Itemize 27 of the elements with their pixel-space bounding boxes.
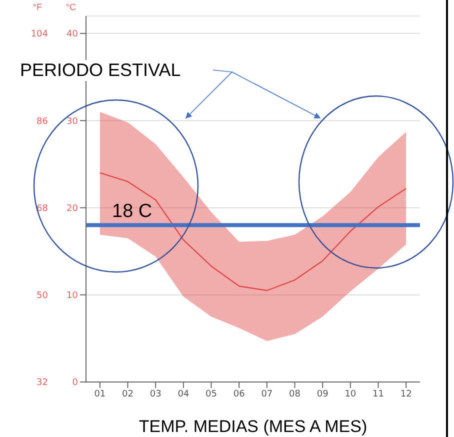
line-series — [99, 172, 407, 292]
y-tick-label: 30 — [66, 116, 78, 127]
x-tick-label: 08 — [289, 389, 301, 400]
x-tick-label: 04 — [178, 389, 190, 400]
annotation: PERIODO ESTIVAL — [20, 60, 181, 81]
y-tick-label: 10 — [66, 291, 78, 302]
x-tick-label: 03 — [150, 389, 162, 400]
y2-tick-label: 104 — [30, 30, 48, 40]
x-tick-label: 12 — [400, 389, 412, 400]
x-tick-label: 02 — [122, 389, 134, 400]
x-tick-label: 10 — [344, 389, 356, 400]
x-axis-title: TEMP. MEDIAS (MES A MES) — [138, 417, 368, 436]
y-tick-label: 0 — [72, 378, 78, 388]
x-tick-label: 11 — [372, 389, 384, 400]
y-tick-label: 20 — [66, 204, 78, 214]
y2-axis-title: °F — [32, 2, 42, 12]
x-tick-label: 09 — [316, 389, 329, 400]
x-tick-label: 07 — [261, 389, 273, 400]
x-tick-label: 01 — [94, 389, 106, 400]
x-tick-label: 05 — [206, 389, 217, 400]
y-tick-label: 40 — [66, 30, 78, 40]
y2-tick-label: 86 — [36, 116, 48, 127]
y-axis-title: °C — [66, 2, 76, 12]
y2-tick-label: 32 — [36, 378, 48, 388]
y2-tick-label: 50 — [36, 291, 48, 302]
x-tick-label: 06 — [233, 389, 246, 400]
ref-line-label: 18 C — [112, 201, 152, 222]
